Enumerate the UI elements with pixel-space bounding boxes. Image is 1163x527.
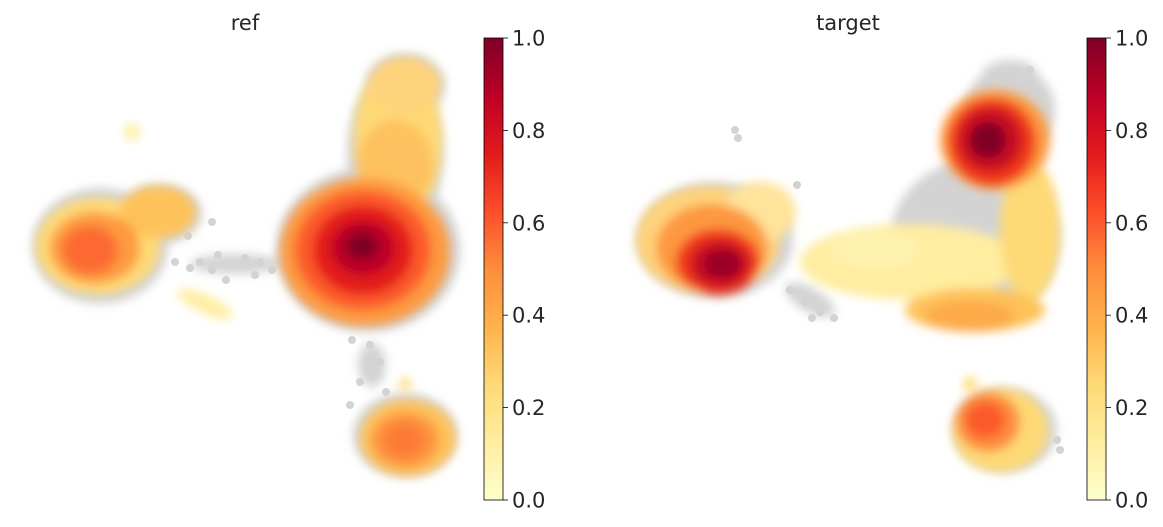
- colorbar-tick-label: 0.2: [512, 396, 545, 420]
- colorbar-gradient: [1086, 37, 1107, 501]
- cluster-bottom-core: [384, 423, 424, 457]
- scatter-plot-target: [636, 60, 1064, 472]
- colorbar-tick-label: 0.8: [512, 119, 545, 143]
- colorbar-ticks: [1106, 37, 1111, 501]
- colorbar-tick-label: 0.2: [1115, 396, 1148, 420]
- tail-left: [177, 288, 233, 320]
- cluster-left-core: [62, 226, 118, 274]
- colorbar-target: 0.0 0.2 0.4 0.6 0.8 1.0: [1086, 27, 1148, 513]
- colorbar-tick-label: 0.8: [1115, 119, 1148, 143]
- colorbar-tick-label: 0.0: [1115, 489, 1148, 513]
- panel-ref: ref: [32, 11, 545, 513]
- colorbar-tick-label: 0.4: [512, 304, 545, 328]
- colorbar-tick-label: 0.0: [512, 489, 545, 513]
- density-cells: [636, 90, 1060, 472]
- panel-title-ref: ref: [231, 11, 260, 35]
- scatter-plot-ref: [32, 53, 460, 477]
- density-cells: [36, 57, 456, 476]
- cluster-center-core: [346, 232, 378, 260]
- colorbar-tick-label: 1.0: [1115, 27, 1148, 51]
- colorbar-tick-label: 1.0: [512, 27, 545, 51]
- cluster-bottom-core: [965, 402, 1005, 438]
- panel-title-target: target: [816, 11, 880, 35]
- colorbar-gradient: [483, 37, 504, 501]
- colorbar-ticks: [503, 37, 508, 501]
- colorbar-tick-label: 0.6: [512, 211, 545, 235]
- cluster-left-arm: [120, 186, 196, 238]
- cluster-left-core: [704, 250, 740, 278]
- panel-target: target: [636, 11, 1148, 513]
- cluster-top-core: [970, 122, 1006, 158]
- colorbar-tick-label: 0.4: [1115, 304, 1148, 328]
- colorbar-tick-label: 0.6: [1115, 211, 1148, 235]
- background-dots: [171, 218, 390, 409]
- colorbar-ref: 0.0 0.2 0.4 0.6 0.8 1.0: [483, 27, 545, 513]
